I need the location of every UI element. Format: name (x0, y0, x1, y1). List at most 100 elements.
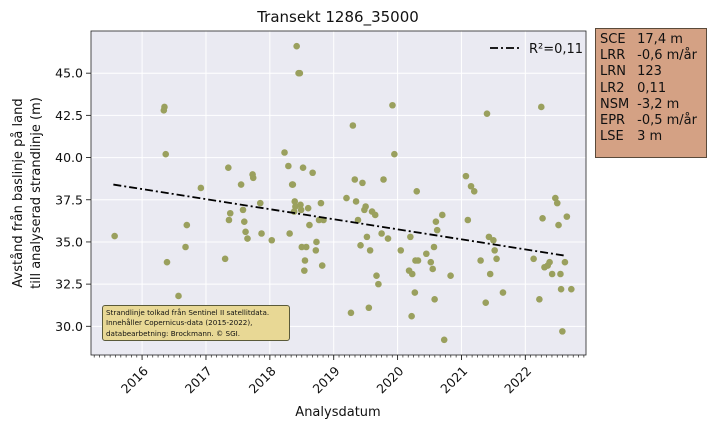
data-point (296, 69, 304, 77)
data-point (407, 233, 414, 241)
data-point (433, 226, 441, 234)
data-point (552, 194, 559, 202)
stat-value: 3 m (637, 129, 663, 145)
data-point (313, 238, 320, 246)
data-point (568, 285, 575, 293)
data-point (482, 299, 490, 306)
data-point (493, 255, 500, 263)
data-point (429, 265, 437, 273)
data-point (289, 181, 297, 188)
stat-key: LRN (600, 64, 626, 80)
data-point (111, 232, 118, 240)
stat-value: 17,4 m (637, 32, 683, 47)
data-point (306, 221, 313, 229)
stat-row-sce: SCE 17,4 m (600, 32, 706, 48)
data-point (226, 209, 234, 217)
plot-area (91, 31, 586, 355)
data-point (391, 150, 398, 158)
trend-line (113, 183, 564, 257)
data-point (175, 292, 182, 300)
data-point (537, 103, 545, 111)
data-point (363, 233, 371, 241)
credit-line: databearbetning: Brockmann. © SGI. (106, 328, 241, 338)
data-point (553, 199, 561, 207)
data-point (343, 194, 350, 202)
data-point (256, 199, 264, 207)
data-point (286, 230, 293, 237)
data-point (309, 169, 316, 177)
data-point (373, 272, 380, 279)
data-point (249, 174, 257, 182)
data-point (371, 211, 379, 219)
data-point (380, 176, 387, 183)
data-point (467, 182, 475, 190)
data-point (408, 312, 415, 320)
data-point (389, 101, 396, 109)
y-axis-label-line2: till analyserad strandlinje (m) (29, 97, 44, 289)
data-point (239, 206, 247, 214)
data-point (318, 262, 326, 269)
data-point (162, 150, 170, 158)
stat-row-lrn: LRN 123 (600, 64, 706, 80)
legend-label: R²=0,11 (529, 42, 583, 57)
data-point (351, 176, 359, 183)
x-axis: 2016 2017 2018 2019 2020 2021 2022 (93, 355, 585, 396)
data-point (411, 289, 419, 296)
data-point (557, 270, 564, 278)
data-point (349, 122, 357, 129)
x-tick-label: 2019 (310, 363, 343, 396)
y-tick-label: 45.0 (55, 66, 83, 81)
data-point (470, 188, 478, 195)
x-axis-label: Analysdatum (295, 405, 380, 420)
data-point (366, 247, 374, 254)
x-tick-label: 2017 (182, 363, 215, 396)
data-point (447, 272, 454, 279)
stat-value: -3,2 m (637, 96, 680, 112)
data-point (530, 255, 537, 263)
stats-box: SCE 17,4 m LRR -0,6 m/år LRN 123 LR2 0,1… (595, 28, 707, 158)
data-point (268, 236, 276, 244)
y-axis: 30.0 32.5 35.0 37.5 40.0 42.5 45.0 (55, 66, 91, 334)
x-tick-label: 2020 (373, 363, 406, 396)
y-tick-label: 32.5 (55, 277, 83, 292)
data-point (375, 280, 382, 288)
stat-value: 0,11 (637, 80, 667, 96)
data-point (237, 181, 245, 188)
data-point (281, 149, 288, 156)
data-point (499, 289, 507, 296)
data-point (486, 270, 494, 278)
y-tick-label: 40.0 (55, 150, 83, 165)
data-point (304, 204, 312, 212)
data-point (183, 221, 191, 229)
data-point (225, 164, 232, 171)
x-tick-label: 2016 (118, 363, 151, 396)
stat-row-lr2: LR2 0,11 (600, 81, 706, 97)
data-point (557, 285, 565, 293)
data-point (427, 258, 435, 266)
stat-key: SCE (600, 32, 626, 47)
data-point (357, 242, 364, 249)
stat-row-lrr: LRR -0,6 m/år (600, 48, 706, 64)
stat-key: EPR (600, 113, 626, 129)
data-point (244, 235, 251, 242)
data-credit-box: Strandlinje tolkad från Sentinel II sate… (102, 305, 290, 341)
data-point (362, 203, 369, 210)
y-tick-label: 42.5 (55, 108, 83, 123)
data-point (485, 233, 493, 241)
data-point (352, 198, 360, 205)
stat-row-nsm: NSM -3,2 m (600, 97, 706, 113)
data-point (221, 255, 229, 263)
stat-row-epr: EPR -0,5 m/år (600, 113, 706, 129)
data-point (440, 336, 448, 344)
data-point (438, 211, 446, 219)
data-point (536, 296, 543, 303)
data-point (490, 236, 497, 244)
data-point (559, 328, 566, 335)
data-point (365, 304, 373, 312)
legend: R²=0,11 (490, 42, 583, 57)
x-tick-label: 2018 (246, 363, 279, 396)
data-point (293, 42, 300, 50)
data-point (161, 103, 168, 111)
data-point (297, 201, 304, 209)
data-point (546, 258, 553, 266)
